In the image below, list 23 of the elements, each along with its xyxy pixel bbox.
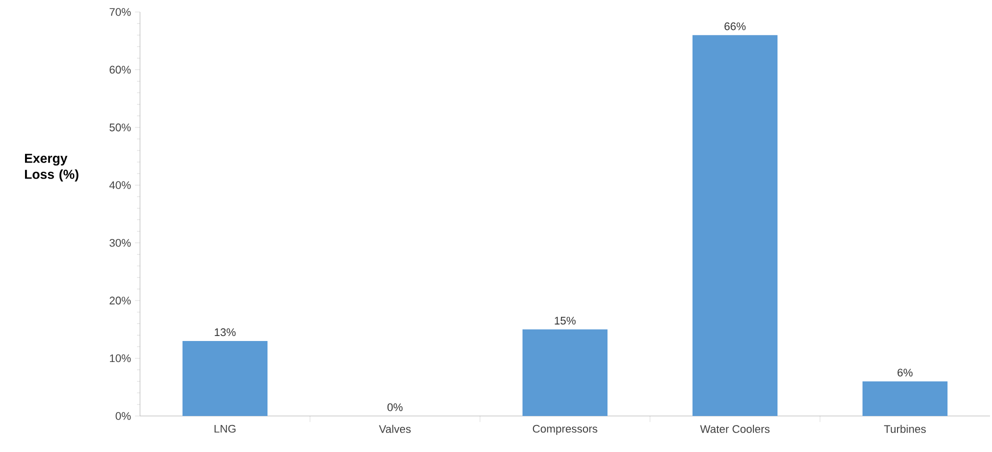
y-tick-label: 30% (110, 238, 131, 247)
bar (522, 329, 608, 416)
y-tick-label: 60% (110, 66, 131, 74)
y-axis-title: Exergy Loss (%) (25, 154, 78, 182)
y-tick-label: 70% (110, 8, 131, 16)
x-tick-label: Water Coolers (700, 424, 770, 433)
x-tick-label: Valves (378, 424, 411, 433)
x-tick-label: Compressors (532, 424, 598, 435)
x-tick-label: Turbines (884, 424, 926, 433)
data-label: 13% (214, 328, 236, 336)
x-tick-label: LNG (214, 424, 236, 433)
bar (692, 35, 778, 416)
data-label: 66% (724, 22, 746, 30)
y-tick-label: 50% (110, 124, 131, 132)
bar (862, 381, 948, 416)
data-label: 6% (898, 368, 913, 376)
data-label: 0% (387, 403, 403, 412)
bar (182, 340, 268, 416)
y-tick-label: 20% (110, 296, 131, 304)
y-tick-label: 40% (109, 181, 131, 190)
data-label: 15% (554, 316, 576, 325)
y-tick-label: 0% (116, 412, 131, 420)
y-tick-label: 10% (110, 354, 131, 362)
